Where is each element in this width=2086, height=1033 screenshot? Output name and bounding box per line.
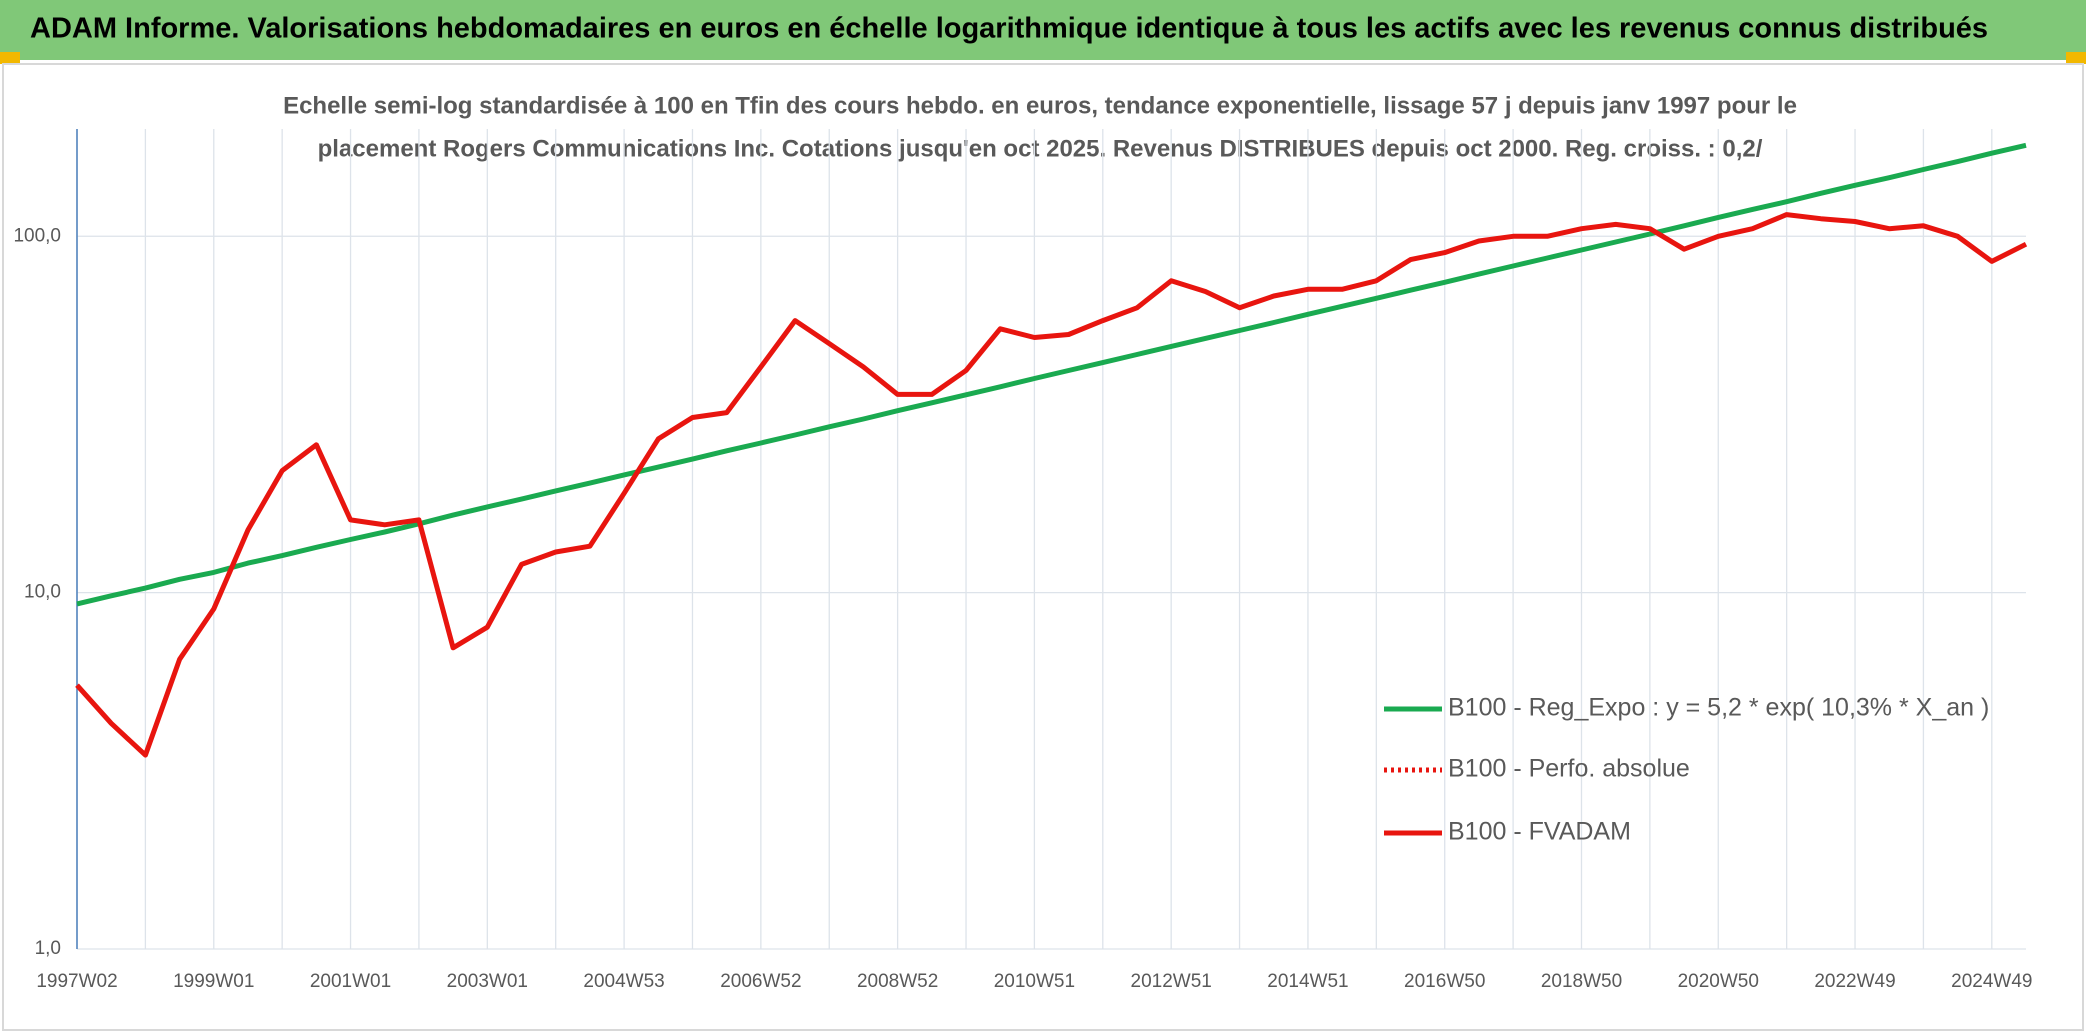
series-line: [76, 142, 2027, 607]
corner: [0, 52, 20, 64]
x-tick-label: 2020W50: [1678, 971, 1759, 992]
corner: [2066, 52, 2086, 64]
x-tick-label: 2006W52: [720, 971, 801, 992]
x-tick-label: 2008W52: [857, 971, 938, 992]
x-tick-label: 1999W01: [173, 971, 254, 992]
legend-label: B100 - FVADAM: [1448, 818, 1631, 846]
chart-frame: [2, 63, 2084, 1031]
x-tick-label: 2003W01: [447, 971, 528, 992]
x-tick-label: 2018W50: [1541, 971, 1622, 992]
legend-label: B100 - Perfo. absolue: [1448, 755, 1690, 783]
x-tick-label: 2004W53: [583, 971, 664, 992]
x-tick-label: 1997W02: [36, 971, 117, 992]
header-bar: [0, 0, 2086, 60]
x-tick-label: 2010W51: [994, 971, 1075, 992]
series-line: [75, 212, 2028, 758]
x-tick-label: 2022W49: [1814, 971, 1895, 992]
x-tick-label: 2012W51: [1131, 971, 1212, 992]
y-tick-label: 10,0: [24, 582, 61, 603]
x-tick-label: 2014W51: [1267, 971, 1348, 992]
legend-label: B100 - Reg_Expo : y = 5,2 * exp( 10,3% *…: [1448, 694, 1989, 722]
page-title: ADAM Informe. Valorisations hebdomadaire…: [30, 13, 1988, 45]
x-tick-label: 2016W50: [1404, 971, 1485, 992]
x-tick-label: 2001W01: [310, 971, 391, 992]
x-tick-label: 2024W49: [1951, 971, 2032, 992]
chart-title: Echelle semi-log standardisée à 100 en T…: [283, 92, 1797, 119]
chart-subtitle: placement Rogers Communications Inc. Cot…: [318, 135, 1763, 162]
y-tick-label: 100,0: [13, 225, 61, 246]
y-tick-label: 1,0: [35, 938, 61, 959]
